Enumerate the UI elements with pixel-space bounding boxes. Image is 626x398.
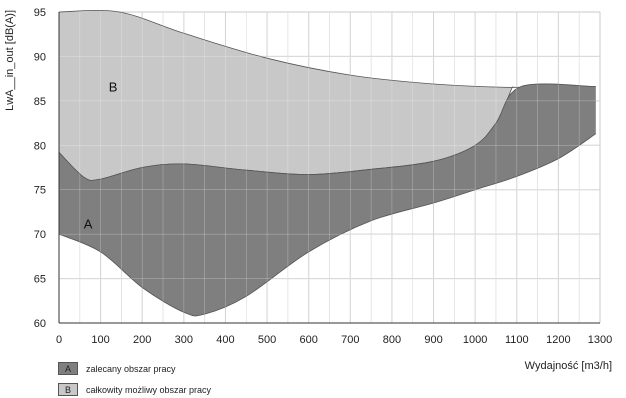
legend-text-a: zalecany obszar pracy	[86, 363, 176, 374]
legend-item-b: B całkowity możliwy obszar pracy	[58, 383, 211, 396]
x-tick-label: 800	[383, 334, 401, 346]
x-tick-label: 400	[216, 334, 234, 346]
x-axis-label: Wydajność [m3/h]	[525, 360, 612, 372]
x-tick-label: 700	[341, 334, 359, 346]
x-tick-label: 500	[258, 334, 276, 346]
legend-swatch-a: A	[58, 362, 78, 375]
y-tick-label: 95	[34, 7, 46, 19]
x-ticks: 0 100 200 300 400 500 600 700 800 900 1000 1100 1200…	[56, 334, 612, 346]
y-tick-label: 80	[34, 140, 46, 152]
y-tick-label: 85	[34, 96, 46, 108]
y-tick-label: 70	[34, 229, 46, 241]
region-labels: BA	[84, 80, 118, 232]
region-a	[59, 83, 596, 316]
y-tick-label: 65	[34, 274, 46, 286]
y-tick-label: 90	[34, 51, 46, 63]
x-tick-label: 1000	[463, 334, 487, 346]
legend-item-a: A zalecany obszar pracy	[58, 362, 176, 375]
regions	[58, 10, 600, 323]
x-tick-label: 1200	[546, 334, 570, 346]
legend-swatch-b: B	[58, 383, 78, 396]
x-tick-label: 0	[56, 334, 62, 346]
x-tick-label: 1100	[505, 334, 529, 346]
y-tick-label: 75	[34, 185, 46, 197]
legend-text-b: całkowity możliwy obszar pracy	[86, 384, 212, 395]
region-a-upper-edge	[58, 83, 596, 181]
y-axis-label: LwA__in_out [dB(A)]	[4, 10, 16, 111]
region-a-lower-edge	[58, 133, 597, 317]
region-label-a: A	[84, 216, 93, 231]
region-b-upper-edge	[58, 10, 596, 89]
x-tick-label: 600	[300, 334, 318, 346]
region-label-b: B	[109, 80, 118, 95]
y-ticks: 60 65 70 75 80 85 90 95	[34, 7, 46, 330]
region-b	[59, 10, 596, 181]
x-tick-label: 1300	[588, 334, 612, 346]
x-tick-label: 200	[133, 334, 151, 346]
x-tick-label: 900	[424, 334, 442, 346]
axes	[58, 12, 600, 324]
y-tick-label: 60	[34, 318, 46, 330]
x-tick-label: 300	[175, 334, 193, 346]
x-tick-label: 100	[91, 334, 109, 346]
